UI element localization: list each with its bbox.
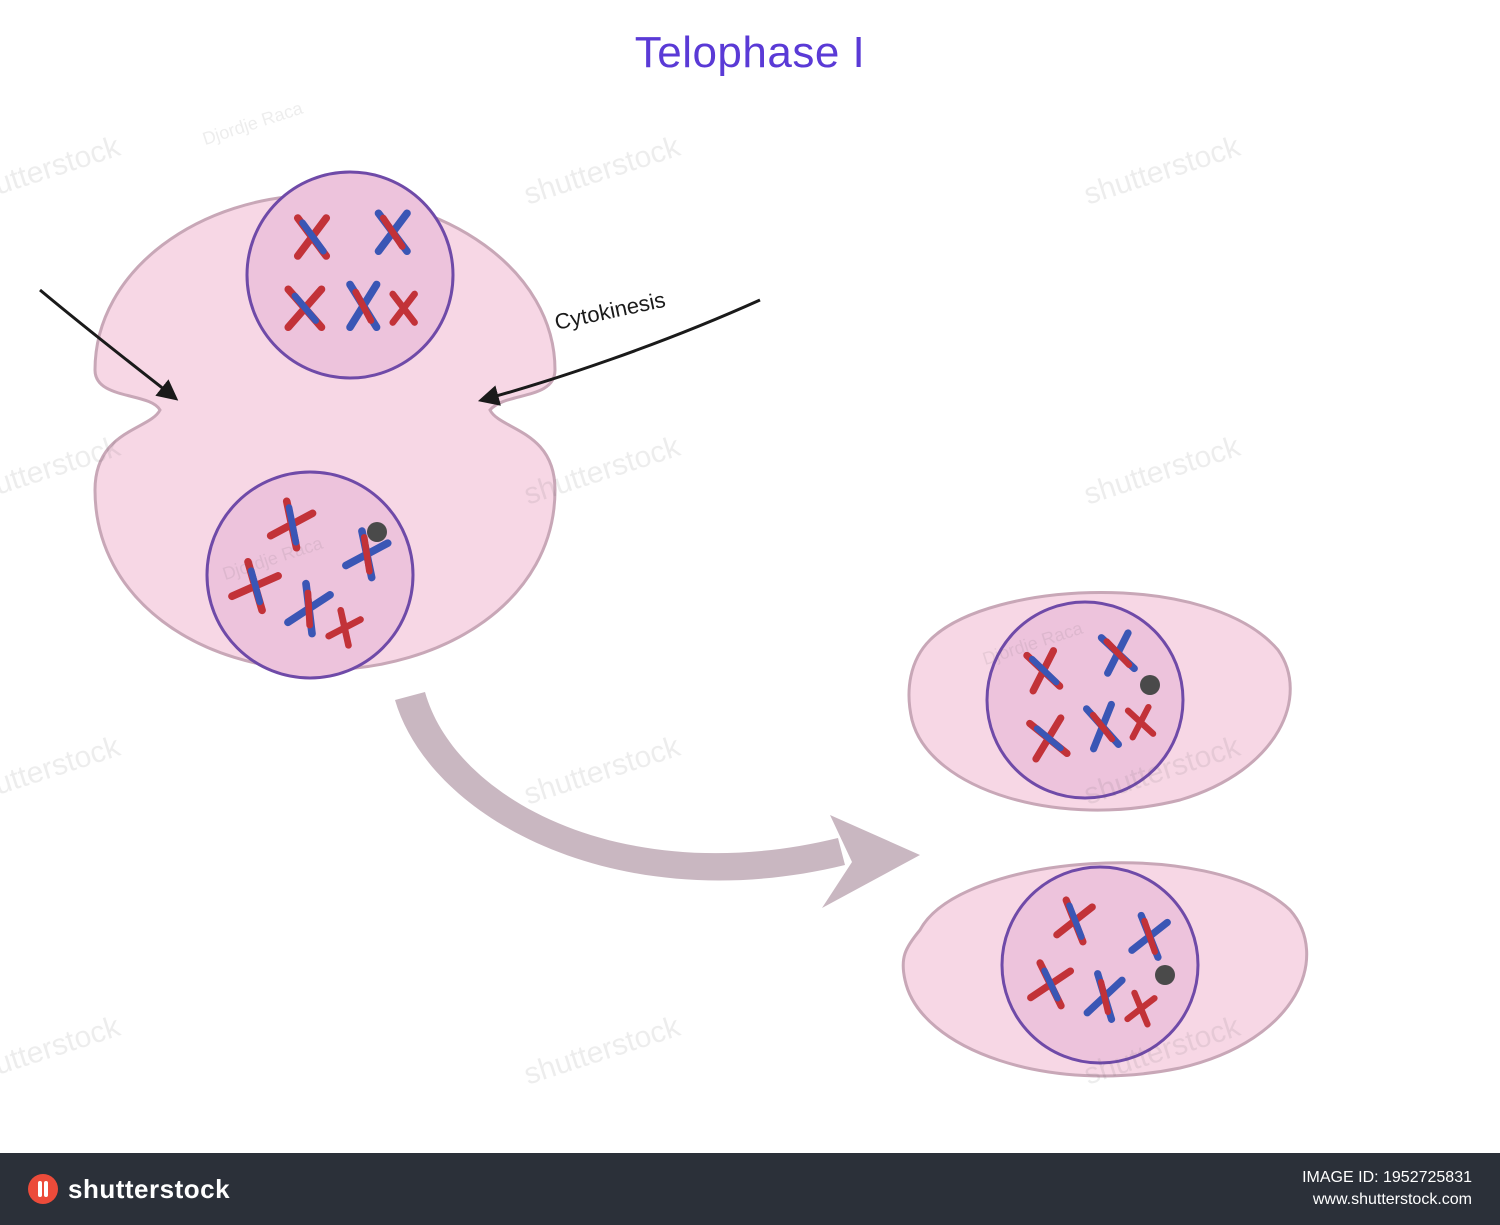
footer-site: www.shutterstock.com bbox=[1302, 1189, 1472, 1211]
footer-logo: shutterstock bbox=[28, 1174, 230, 1205]
footer-brand-text: shutterstock bbox=[68, 1174, 230, 1205]
nucleolus-icon bbox=[367, 522, 387, 542]
nucleus-top bbox=[247, 172, 453, 378]
diagram-canvas: Telophase I bbox=[0, 0, 1500, 1225]
footer-meta: IMAGE ID: 1952725831 www.shutterstock.co… bbox=[1302, 1167, 1472, 1210]
nucleus-bottom bbox=[207, 472, 413, 678]
footer-image-id: IMAGE ID: 1952725831 bbox=[1302, 1167, 1472, 1189]
transition-arrow bbox=[395, 692, 920, 908]
daughter-cell-upper bbox=[909, 593, 1290, 811]
footer-bar: shutterstock IMAGE ID: 1952725831 www.sh… bbox=[0, 1153, 1500, 1225]
daughter-cell-lower bbox=[903, 863, 1307, 1076]
telophase-diagram bbox=[0, 0, 1500, 1225]
shutterstock-icon bbox=[28, 1174, 58, 1204]
parent-cell bbox=[95, 172, 555, 678]
